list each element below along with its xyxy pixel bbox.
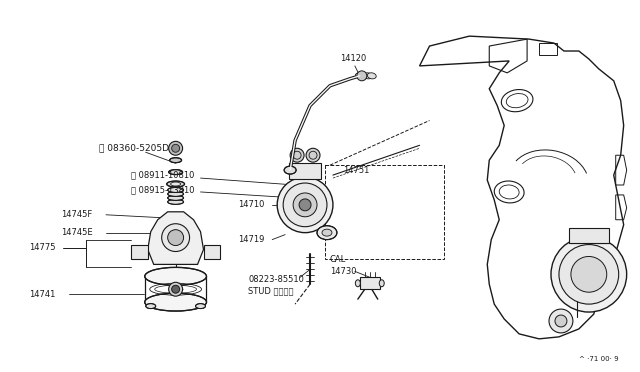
Text: Ⓢ 08360-5205D: Ⓢ 08360-5205D (99, 144, 169, 153)
Text: 14775: 14775 (29, 243, 56, 252)
Circle shape (283, 183, 327, 227)
Circle shape (357, 71, 367, 81)
Ellipse shape (168, 192, 184, 196)
Circle shape (551, 237, 627, 312)
Ellipse shape (145, 267, 207, 285)
Text: Ⓦ 08915-13810: Ⓦ 08915-13810 (131, 186, 195, 195)
Circle shape (290, 148, 304, 162)
Circle shape (306, 148, 320, 162)
Circle shape (169, 141, 182, 155)
Text: 14745E: 14745E (61, 228, 93, 237)
Ellipse shape (360, 73, 368, 79)
Ellipse shape (284, 166, 296, 174)
Circle shape (169, 282, 182, 296)
Ellipse shape (355, 280, 360, 287)
Text: CAL: CAL (330, 255, 346, 264)
Circle shape (299, 199, 311, 211)
Circle shape (277, 177, 333, 232)
Ellipse shape (367, 73, 376, 79)
Ellipse shape (364, 73, 372, 79)
Circle shape (172, 285, 180, 293)
Ellipse shape (168, 195, 184, 201)
Text: STUD スタッド: STUD スタッド (248, 287, 294, 296)
Circle shape (172, 144, 180, 152)
Bar (289, 163, 321, 179)
Bar (539, 43, 557, 55)
Circle shape (168, 230, 184, 246)
Polygon shape (204, 244, 220, 259)
Ellipse shape (170, 158, 182, 163)
Circle shape (571, 256, 607, 292)
Circle shape (555, 315, 567, 327)
Text: 14710: 14710 (238, 201, 265, 209)
Text: 14751: 14751 (343, 166, 369, 174)
Text: 14730: 14730 (330, 267, 356, 276)
Ellipse shape (322, 229, 332, 236)
Polygon shape (131, 244, 148, 259)
Text: 14741: 14741 (29, 290, 56, 299)
Text: ^ ·71 00· 9: ^ ·71 00· 9 (579, 356, 619, 362)
Circle shape (549, 309, 573, 333)
Ellipse shape (168, 199, 184, 204)
Text: Ⓝ 08911-10810: Ⓝ 08911-10810 (131, 171, 194, 180)
Bar (360, 277, 380, 289)
Ellipse shape (380, 280, 384, 287)
Text: 14120: 14120 (340, 54, 366, 64)
Text: 08223-85510: 08223-85510 (248, 275, 304, 284)
Circle shape (162, 224, 189, 251)
Ellipse shape (146, 304, 156, 309)
Text: 14719: 14719 (238, 235, 265, 244)
Ellipse shape (355, 73, 364, 79)
Ellipse shape (166, 181, 184, 187)
Polygon shape (148, 212, 204, 264)
Circle shape (559, 244, 619, 304)
Ellipse shape (171, 182, 180, 186)
Bar (569, 228, 609, 243)
Ellipse shape (196, 304, 205, 309)
Ellipse shape (169, 170, 182, 174)
Ellipse shape (168, 187, 184, 192)
Ellipse shape (145, 293, 207, 311)
Circle shape (293, 193, 317, 217)
Text: 14745F: 14745F (61, 210, 92, 219)
Ellipse shape (317, 226, 337, 240)
Bar (325, 165, 444, 259)
